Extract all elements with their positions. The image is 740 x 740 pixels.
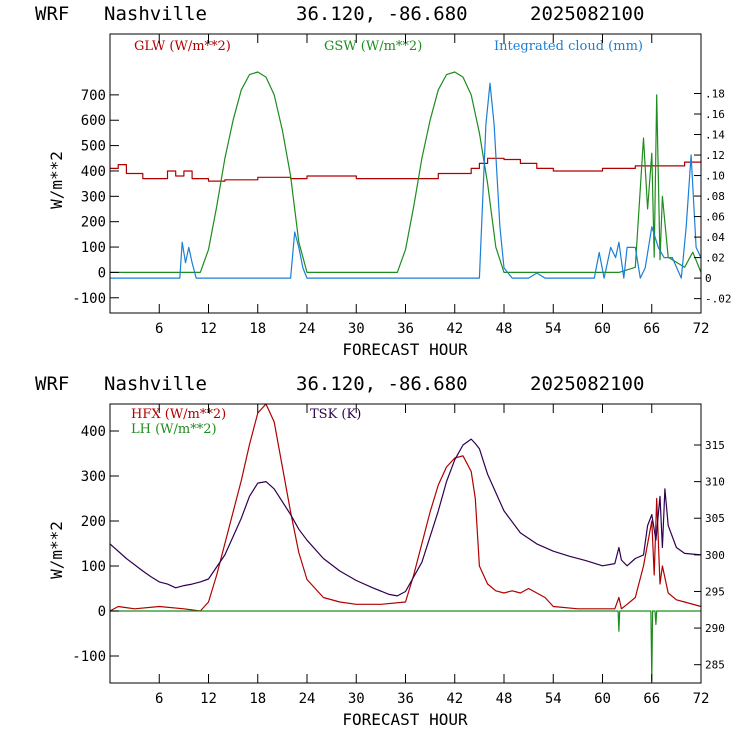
x-tick-label: 48 — [496, 691, 513, 707]
panel-1-xlabel: FORECAST HOUR — [342, 340, 468, 359]
panel-1-model: WRF — [35, 3, 69, 25]
panel-1-run: 2025082100 — [530, 3, 644, 25]
y-tick-label: 300 — [81, 189, 106, 205]
panel-1-ylabel: W/m**2 — [47, 151, 66, 209]
legend-tsk: TSK (K) — [310, 407, 361, 422]
y-tick-label: 200 — [81, 514, 106, 530]
x-tick-label: 72 — [693, 691, 710, 707]
x-tick-label: 18 — [249, 691, 266, 707]
x-tick-label: 66 — [643, 321, 660, 337]
x-tick-label: 12 — [200, 691, 217, 707]
panel-2-legend: HFX (W/m**2) LH (W/m**2) TSK (K) — [131, 407, 361, 437]
y2-tick-label: .02 — [705, 252, 725, 265]
panel-2-ylabel: W/m**2 — [47, 521, 66, 579]
x-tick-label: 30 — [348, 321, 365, 337]
panel-2-series — [109, 403, 702, 682]
panel-2-model: WRF — [35, 373, 69, 395]
y-tick-label: 100 — [81, 559, 106, 575]
x-tick-label: 36 — [397, 321, 414, 337]
panel-2-xlabel: FORECAST HOUR — [342, 710, 468, 729]
y-tick-label: 200 — [81, 215, 106, 231]
x-tick-label: 42 — [446, 321, 463, 337]
y-tick-label: -100 — [72, 649, 106, 665]
x-tick-label: 60 — [594, 691, 611, 707]
panel-1-ticks: 6 12 18 24 30 36 42 48 54 60 66 72 -100 0 100 200 300 400… — [72, 34, 732, 337]
panel-1-frame — [109, 33, 702, 314]
y2-tick-label: .18 — [705, 87, 725, 100]
y2-tick-label: 0 — [705, 272, 712, 285]
y-tick-label: 0 — [98, 265, 106, 281]
y2-tick-label: .06 — [705, 211, 725, 224]
y2-tick-label: 285 — [705, 659, 725, 672]
x-tick-label: 72 — [693, 321, 710, 337]
x-tick-label: 18 — [249, 321, 266, 337]
panel-2-header: WRF Nashville 36.120, -86.680 2025082100 — [35, 373, 644, 395]
y2-tick-label: .04 — [705, 231, 725, 244]
y2-tick-label: 305 — [705, 512, 725, 525]
series-line-1-3 — [110, 82, 702, 279]
y2-tick-label: 310 — [705, 476, 725, 489]
legend-integrated-cloud: Integrated cloud (mm) — [494, 39, 643, 54]
panel-radiation: WRF Nashville 36.120, -86.680 2025082100… — [35, 3, 732, 359]
x-tick-label: 24 — [299, 691, 316, 707]
panel-2-ticks: 6 12 18 24 30 36 42 48 54 60 66 72 -100 0 100 200 300 400… — [72, 404, 725, 707]
legend-gsw: GSW (W/m**2) — [324, 39, 422, 54]
x-tick-label: 30 — [348, 691, 365, 707]
panel-1-series — [110, 71, 702, 279]
y2-tick-label: .08 — [705, 190, 725, 203]
legend-lh: LH (W/m**2) — [131, 422, 217, 437]
panel-heat-flux: WRF Nashville 36.120, -86.680 2025082100… — [35, 373, 725, 729]
x-tick-label: 66 — [643, 691, 660, 707]
y2-tick-label: .16 — [705, 108, 725, 121]
y-tick-label: 400 — [81, 424, 106, 440]
x-tick-label: 6 — [155, 691, 163, 707]
y2-tick-label: -.02 — [705, 293, 732, 306]
y2-tick-label: .10 — [705, 170, 725, 183]
series-line-1-2 — [110, 71, 702, 273]
y-tick-label: 300 — [81, 469, 106, 485]
panel-2-coords: 36.120, -86.680 — [296, 373, 468, 395]
y-tick-label: 700 — [81, 88, 106, 104]
x-tick-label: 54 — [545, 321, 562, 337]
y-tick-label: 100 — [81, 240, 106, 256]
x-tick-label: 24 — [299, 321, 316, 337]
panel-2-frame — [109, 403, 702, 684]
legend-hfx: HFX (W/m**2) — [131, 407, 226, 422]
panel-1-header: WRF Nashville 36.120, -86.680 2025082100 — [35, 3, 644, 25]
y-tick-label: 400 — [81, 164, 106, 180]
panel-1-location: Nashville — [104, 3, 207, 25]
panel-2-location: Nashville — [104, 373, 207, 395]
y2-tick-label: 290 — [705, 622, 725, 635]
y-tick-label: 0 — [98, 604, 106, 620]
legend-glw: GLW (W/m**2) — [134, 39, 231, 54]
x-tick-label: 6 — [155, 321, 163, 337]
y2-tick-label: .12 — [705, 149, 725, 162]
x-tick-label: 54 — [545, 691, 562, 707]
series-line-2-3 — [109, 438, 702, 597]
x-tick-label: 60 — [594, 321, 611, 337]
panel-2-run: 2025082100 — [530, 373, 644, 395]
y-tick-label: 600 — [81, 113, 106, 129]
y2-tick-label: 315 — [705, 439, 725, 452]
x-tick-label: 12 — [200, 321, 217, 337]
panel-1-legend: GLW (W/m**2) GSW (W/m**2) Integrated clo… — [134, 39, 643, 54]
y-tick-label: -100 — [72, 291, 106, 307]
series-line-2-2 — [110, 610, 701, 682]
x-tick-label: 36 — [397, 691, 414, 707]
y2-tick-label: 295 — [705, 585, 725, 598]
x-tick-label: 48 — [496, 321, 513, 337]
y-tick-label: 500 — [81, 139, 106, 155]
y2-tick-label: .14 — [705, 129, 725, 142]
y2-tick-label: 300 — [705, 549, 725, 562]
series-line-1-1 — [110, 157, 702, 182]
series-line-2-1 — [109, 403, 702, 612]
panel-1-coords: 36.120, -86.680 — [296, 3, 468, 25]
x-tick-label: 42 — [446, 691, 463, 707]
